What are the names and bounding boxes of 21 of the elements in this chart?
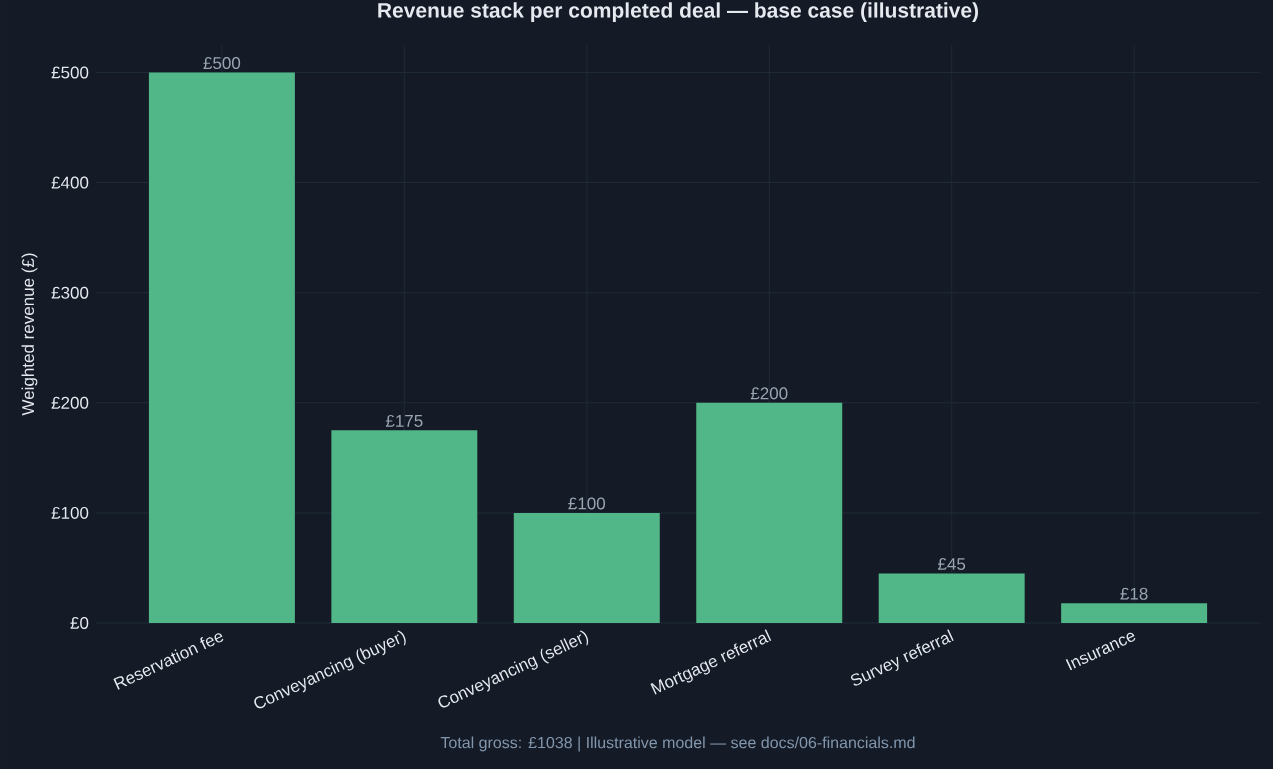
bar	[331, 430, 478, 623]
y-axis-title: Weighted revenue (£)	[21, 253, 38, 416]
y-tick-label: £200	[51, 396, 89, 409]
data-label: £18	[1120, 587, 1148, 600]
text: Total gross: £1038 | Illustrative model — see docs/06-financials.md	[440, 736, 915, 752]
data-label: £100	[568, 497, 606, 510]
bar	[1061, 603, 1208, 623]
data-label: £45	[937, 558, 966, 571]
y-tick-label: £500	[51, 66, 89, 79]
chart-title: Revenue stack per completed deal — base case (illustrative)	[378, 2, 979, 22]
y-tick-label: £400	[51, 176, 89, 189]
y-tick-label: £0	[70, 616, 89, 629]
y-tick-label: £300	[51, 286, 89, 299]
bar	[696, 402, 843, 623]
bar	[878, 573, 1025, 623]
y-tick-label: £100	[51, 506, 89, 519]
bar	[513, 512, 660, 623]
data-label: £500	[203, 57, 241, 70]
bar	[148, 72, 295, 623]
data-label: £175	[385, 414, 423, 427]
data-label: £200	[750, 387, 788, 400]
